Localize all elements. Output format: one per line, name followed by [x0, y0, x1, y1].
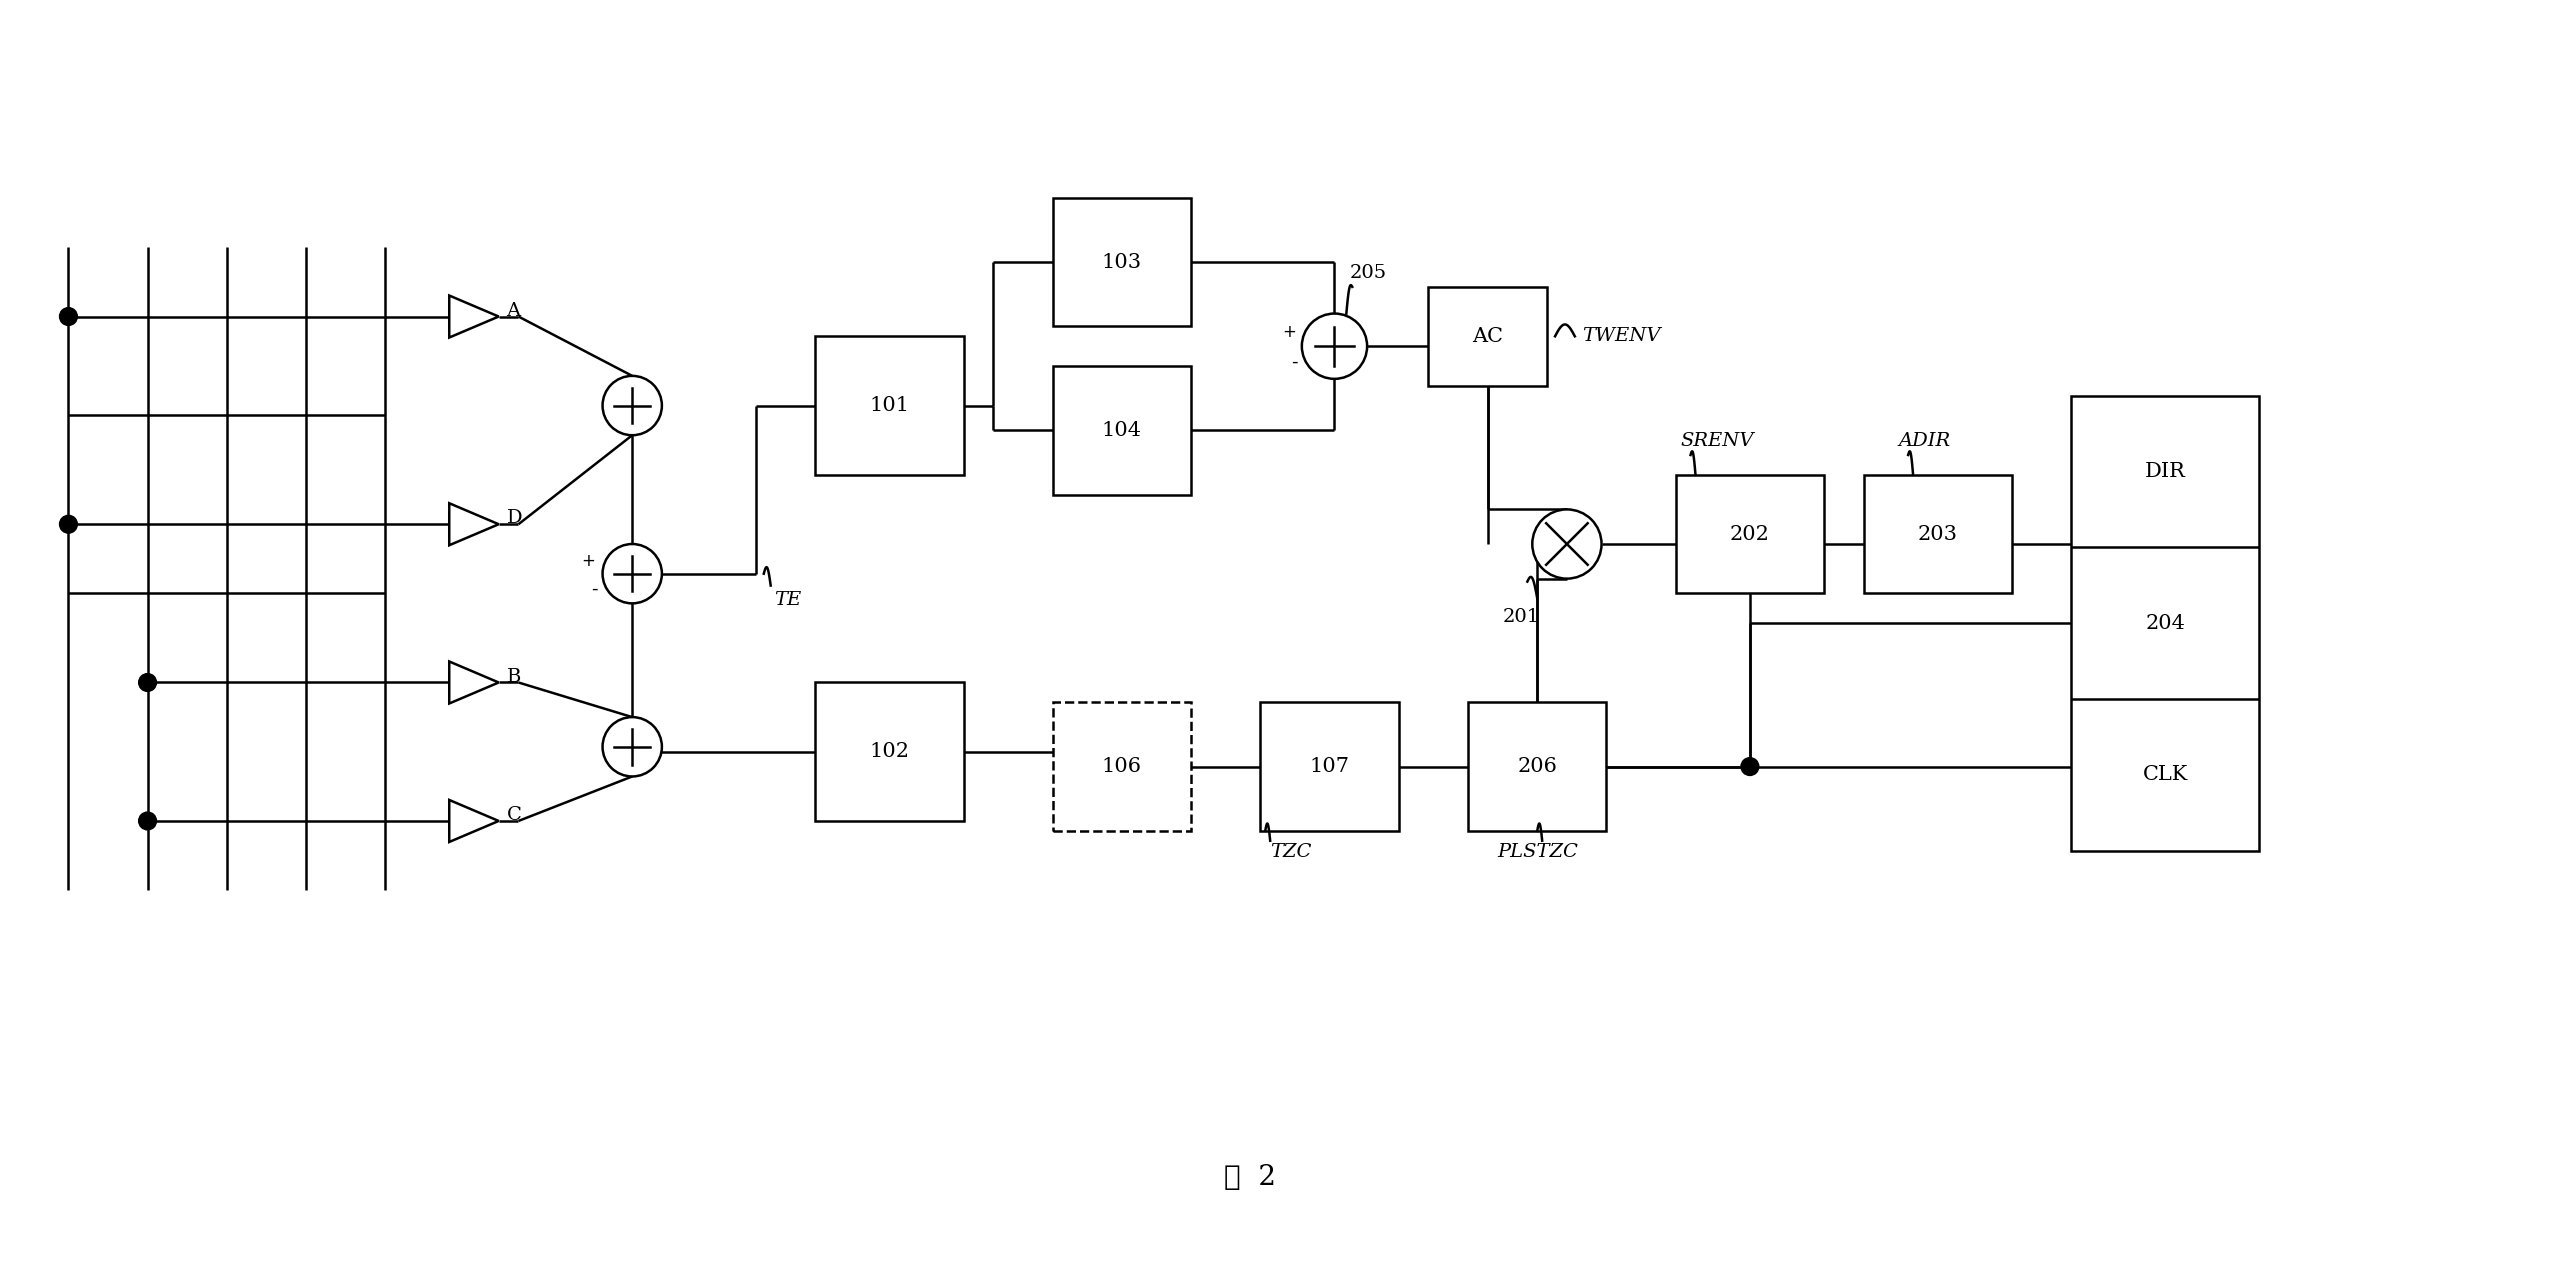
Text: CLK: CLK — [2142, 765, 2188, 784]
Text: 202: 202 — [1730, 524, 1771, 544]
Circle shape — [1532, 509, 1601, 579]
Text: 图  2: 图 2 — [1225, 1164, 1277, 1190]
Text: DIR: DIR — [2144, 462, 2185, 481]
Text: SRENV: SRENV — [1681, 432, 1753, 451]
Text: 107: 107 — [1310, 757, 1349, 777]
Circle shape — [1302, 313, 1367, 379]
Text: 203: 203 — [1918, 524, 1959, 544]
Polygon shape — [450, 662, 499, 704]
Circle shape — [139, 812, 157, 830]
Text: -: - — [592, 579, 597, 597]
Text: B: B — [507, 667, 520, 686]
Circle shape — [1740, 757, 1758, 775]
Polygon shape — [816, 682, 963, 821]
Polygon shape — [1053, 197, 1192, 326]
Text: +: + — [582, 551, 595, 570]
Circle shape — [602, 376, 662, 435]
Polygon shape — [1053, 365, 1192, 495]
Text: 103: 103 — [1102, 252, 1143, 271]
Polygon shape — [1467, 703, 1606, 831]
Polygon shape — [1429, 286, 1547, 386]
Polygon shape — [2072, 396, 2260, 850]
Text: 104: 104 — [1102, 421, 1143, 439]
Text: C: C — [507, 806, 523, 824]
Text: -: - — [1292, 353, 1297, 370]
Polygon shape — [1261, 703, 1398, 831]
Text: 204: 204 — [2144, 614, 2185, 633]
Polygon shape — [1676, 475, 1825, 593]
Circle shape — [59, 516, 77, 533]
Text: 106: 106 — [1102, 757, 1143, 777]
Polygon shape — [816, 336, 963, 475]
Text: 101: 101 — [870, 396, 909, 415]
Text: A: A — [507, 302, 520, 320]
Text: TWENV: TWENV — [1583, 327, 1660, 345]
Polygon shape — [1053, 703, 1192, 831]
Circle shape — [139, 673, 157, 691]
Text: AC: AC — [1472, 327, 1503, 346]
Polygon shape — [450, 503, 499, 545]
Text: 206: 206 — [1516, 757, 1557, 777]
Polygon shape — [1864, 475, 2013, 593]
Text: 205: 205 — [1349, 264, 1387, 281]
Polygon shape — [450, 799, 499, 841]
Text: D: D — [507, 509, 523, 527]
Circle shape — [59, 308, 77, 326]
Text: ADIR: ADIR — [1897, 432, 1951, 451]
Text: TZC: TZC — [1269, 843, 1313, 861]
Text: 102: 102 — [870, 742, 909, 761]
Polygon shape — [450, 295, 499, 337]
Text: TE: TE — [775, 592, 801, 610]
Text: +: + — [1282, 323, 1295, 341]
Circle shape — [602, 544, 662, 603]
Text: 201: 201 — [1503, 608, 1539, 626]
Circle shape — [602, 717, 662, 777]
Text: PLSTZC: PLSTZC — [1498, 843, 1578, 861]
